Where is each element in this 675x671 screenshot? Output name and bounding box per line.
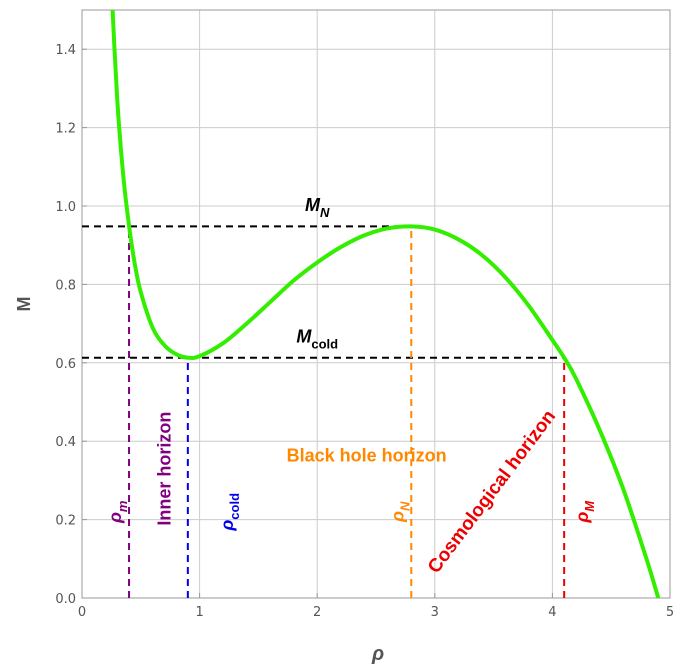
annotation-base: ρ [387,511,407,523]
y-axis-title: M [14,297,34,312]
annotation-m-cold: Mcold [296,326,338,351]
plot-frame [81,9,671,599]
annotation-rho-n: ρN [387,501,412,523]
x-tick-label: 0 [78,605,86,620]
annotation-rho-m: ρm [105,500,130,524]
annotation-base: ρ [217,520,237,532]
annotation-subscript: M [582,500,597,512]
annotation-inner-horizon: Inner horizon [154,412,174,526]
plot-border [81,9,671,599]
annotation-subscript: N [320,205,330,220]
y-tick-label: 1.2 [55,122,76,137]
x-axis-title: ρ [371,643,384,665]
x-tick-label: 5 [666,605,674,620]
reference-lines [82,225,566,598]
annotation-base: ρ [105,512,125,524]
annotation-subscript: N [397,501,412,511]
curve-layer [110,10,661,598]
annotation-cosmological-horizon: Cosmological horizon [424,406,560,577]
annotation-m-n: MN [305,195,330,220]
annotation-base: ρ [572,512,592,524]
data-curve [110,10,661,598]
y-tick-label: 1.4 [55,43,76,58]
annotation-rho-M: ρM [572,500,597,524]
annotation-subscript: cold [227,493,242,520]
annotation-subscript: cold [311,336,338,351]
y-tick-label: 0.8 [55,278,76,293]
annotation-base: M [296,326,312,346]
x-tick-label: 1 [195,605,203,620]
annotation-black-hole-horizon: Black hole horizon [287,446,447,466]
y-ticks: 0.0 0.2 0.4 0.6 0.8 1.0 1.2 1.4 [55,43,87,607]
y-tick-label: 0.2 [55,514,76,529]
annotation-rho-cold: ρcold [217,493,242,532]
y-tick-label: 0.6 [55,357,76,372]
annotation-base: M [305,195,321,215]
y-tick-label: 0.0 [55,592,76,607]
y-tick-label: 1.0 [55,200,76,215]
y-tick-label: 0.4 [55,435,76,450]
x-ticks: 0 1 2 3 4 5 [78,593,674,620]
annotation-subscript: m [115,500,130,512]
x-tick-label: 2 [313,605,321,620]
x-tick-label: 4 [548,605,556,620]
x-tick-label: 3 [431,605,439,620]
